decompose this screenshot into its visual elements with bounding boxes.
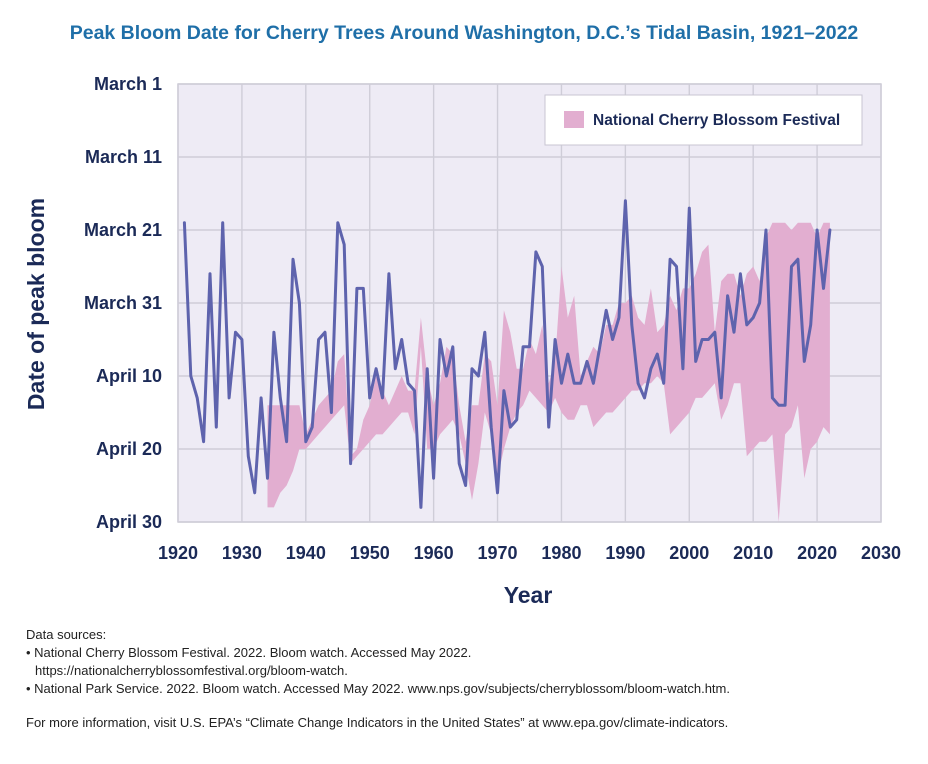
legend: National Cherry Blossom Festival xyxy=(544,94,863,146)
x-tick-label: 1960 xyxy=(414,543,454,563)
legend-box xyxy=(544,94,863,146)
chart-title: Peak Bloom Date for Cherry Trees Around … xyxy=(69,22,859,44)
x-tick-label: 1980 xyxy=(541,543,581,563)
bloom-line-layer xyxy=(182,199,832,509)
legend-swatch xyxy=(564,111,584,128)
y-tick-label: April 20 xyxy=(96,439,162,459)
y-tick-label: March 21 xyxy=(84,220,162,240)
sources-heading: Data sources: xyxy=(26,627,107,642)
y-tick-labels: March 1 March 11 March 21 March 31 April 10 A… xyxy=(84,74,162,532)
x-axis-label: Year xyxy=(504,582,553,608)
x-tick-label: 1970 xyxy=(478,543,518,563)
festival-band xyxy=(267,222,830,522)
source-1-url: https://nationalcherryblossomfestival.or… xyxy=(35,663,348,678)
x-tick-label: 1950 xyxy=(350,543,390,563)
source-2: • National Park Service. 2022. Bloom wat… xyxy=(26,681,730,696)
source-1: • National Cherry Blossom Festival. 2022… xyxy=(26,645,472,660)
x-tick-label: 2000 xyxy=(669,543,709,563)
y-axis-label: Date of peak bloom xyxy=(23,198,49,410)
x-tick-label: 1930 xyxy=(222,543,262,563)
more-info: For more information, visit U.S. EPA’s “… xyxy=(26,715,729,730)
legend-label: National Cherry Blossom Festival xyxy=(593,112,840,129)
y-tick-label: April 10 xyxy=(96,366,162,386)
notes: Data sources: • National Cherry Blossom … xyxy=(26,626,906,732)
x-tick-label: 1920 xyxy=(158,543,198,563)
x-tick-label: 2010 xyxy=(733,543,773,563)
x-tick-label: 2020 xyxy=(797,543,837,563)
y-tick-label: March 31 xyxy=(84,293,162,313)
x-tick-label: 1990 xyxy=(605,543,645,563)
x-tick-labels: 1920 1930 1940 1950 1960 1970 1980 1990 2000 2010… xyxy=(158,543,901,563)
x-tick-label: 2030 xyxy=(861,543,901,563)
bloom-date-line xyxy=(182,199,832,509)
spacer xyxy=(26,698,906,714)
festival-band-layer xyxy=(267,222,830,522)
y-tick-label: April 30 xyxy=(96,512,162,532)
y-tick-label: March 11 xyxy=(85,147,162,167)
chart: March 1 March 11 March 21 March 31 April 10 A… xyxy=(23,74,901,608)
x-tick-label: 1940 xyxy=(286,543,326,563)
y-tick-label: March 1 xyxy=(94,74,162,94)
